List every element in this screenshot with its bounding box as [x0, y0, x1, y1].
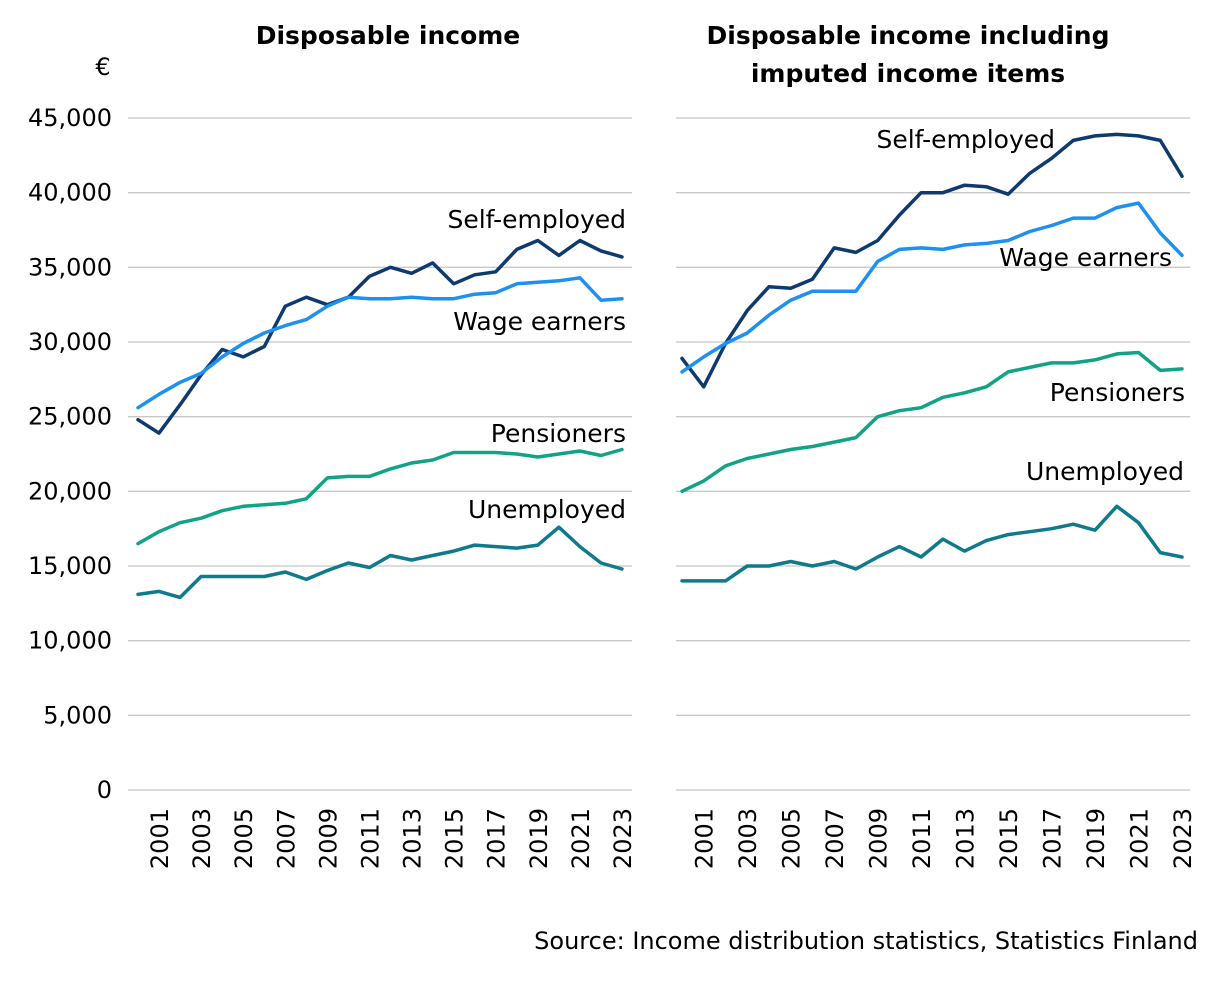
x-tick-label-2007: 2007: [821, 808, 849, 869]
series-label-wage-earners: Wage earners: [999, 243, 1172, 272]
x-tick-label-2017: 2017: [483, 808, 511, 869]
y-tick-label-30000: 30,000: [28, 328, 112, 356]
panel-title-imputed-line-2: imputed income items: [751, 59, 1065, 88]
x-tick-label-2011: 2011: [356, 808, 384, 869]
source-note: Source: Income distribution statistics, …: [534, 927, 1198, 955]
x-tick-label-2021: 2021: [1126, 808, 1154, 869]
series-line-self-employed: [136, 238, 624, 435]
series-label-self-employed: Self-employed: [447, 205, 626, 234]
series-line-pensioners: [136, 447, 624, 546]
x-tick-label-2015: 2015: [441, 808, 469, 869]
x-tick-label-2019: 2019: [1082, 808, 1110, 869]
panel-disposable-income: Disposable income € 0 5,000 10,000 15,000 20…: [28, 21, 637, 869]
x-tick-label-2021: 2021: [567, 808, 595, 869]
x-tick-label-2011: 2011: [908, 808, 936, 869]
series-line-wage-earners: [136, 276, 624, 410]
x-tick-label-2023: 2023: [1169, 808, 1197, 869]
x-tick-label-2019: 2019: [525, 808, 553, 869]
x-tick-label-2001: 2001: [146, 808, 174, 869]
x-tick-label-2007: 2007: [272, 808, 300, 869]
series-label-pensioners: Pensioners: [1050, 378, 1185, 407]
y-tick-label-20000: 20,000: [28, 477, 112, 505]
y-tick-label-35000: 35,000: [28, 253, 112, 281]
y-tick-label-25000: 25,000: [28, 403, 112, 431]
y-tick-label-0: 0: [97, 776, 112, 804]
panel-title-disposable-income: Disposable income: [256, 21, 521, 50]
x-tick-label-2001: 2001: [691, 808, 719, 869]
x-tick-label-2023: 2023: [609, 808, 637, 869]
series-line-unemployed: [136, 525, 624, 600]
series-label-self-employed: Self-employed: [876, 125, 1055, 154]
y-tick-label-5000: 5,000: [43, 701, 112, 729]
y-tick-label-40000: 40,000: [28, 179, 112, 207]
x-tick-label-2013: 2013: [399, 808, 427, 869]
series-line-self-employed: [680, 132, 1184, 389]
x-tick-label-2013: 2013: [952, 808, 980, 869]
y-unit-label: €: [95, 53, 110, 81]
panel-title-imputed-line-1: Disposable income including: [707, 21, 1110, 50]
x-tick-label-2005: 2005: [778, 808, 806, 869]
series-label-unemployed: Unemployed: [468, 495, 626, 524]
x-tick-label-2009: 2009: [314, 808, 342, 869]
series-line-unemployed: [680, 504, 1184, 583]
x-tick-label-2003: 2003: [188, 808, 216, 869]
x-tick-label-2015: 2015: [995, 808, 1023, 869]
x-tick-label-2009: 2009: [865, 808, 893, 869]
y-tick-label-45000: 45,000: [28, 104, 112, 132]
y-tick-label-15000: 15,000: [28, 552, 112, 580]
series-label-unemployed: Unemployed: [1026, 457, 1184, 486]
series-line-wage-earners: [680, 201, 1184, 374]
x-tick-label-2005: 2005: [230, 808, 258, 869]
y-tick-label-10000: 10,000: [28, 627, 112, 655]
x-tick-label-2017: 2017: [1039, 808, 1067, 869]
panel-disposable-income-imputed: Disposable income including imputed inco…: [676, 21, 1197, 869]
x-tick-label-2003: 2003: [734, 808, 762, 869]
series-label-pensioners: Pensioners: [491, 419, 626, 448]
series-line-pensioners: [680, 350, 1184, 494]
series-label-wage-earners: Wage earners: [453, 307, 626, 336]
